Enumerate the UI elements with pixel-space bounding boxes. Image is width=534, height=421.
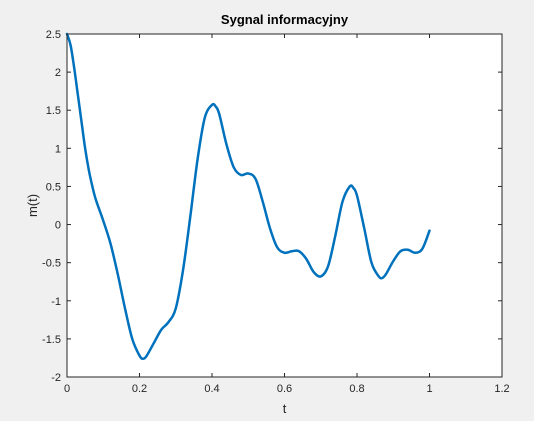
x-tick-label: 1 <box>426 383 432 395</box>
axes-background <box>67 34 502 377</box>
y-axis-ticks: -2 -1.5 -1 -0.5 0 0.5 1 1.5 2 2.5 <box>42 29 502 384</box>
x-tick-label: 1.2 <box>494 383 509 395</box>
y-tick-label: 1 <box>55 143 61 155</box>
chart-title: Sygnal informacyjny <box>221 12 349 27</box>
plot-area <box>65 32 431 360</box>
y-tick-label: -0.5 <box>42 258 61 270</box>
y-tick-label: 0 <box>55 220 61 232</box>
y-tick-label: 2.5 <box>46 29 61 41</box>
y-tick-label: 1.5 <box>46 105 61 117</box>
y-tick-label: -2 <box>51 372 61 384</box>
x-tick-label: 0.6 <box>277 383 292 395</box>
x-tick-label: 0.8 <box>349 383 364 395</box>
y-tick-label: 2 <box>55 67 61 79</box>
x-axis-label: t <box>283 401 287 416</box>
x-tick-label: 0.4 <box>204 383 219 395</box>
y-tick-label: -1 <box>51 296 61 308</box>
y-tick-label: 0.5 <box>46 181 61 193</box>
y-axis-label: m(t) <box>25 194 40 217</box>
series-line <box>65 32 431 360</box>
x-tick-label: 0.2 <box>132 383 147 395</box>
y-tick-label: -1.5 <box>42 334 61 346</box>
axes-box <box>66 33 503 378</box>
x-tick-label: 0 <box>64 383 70 395</box>
